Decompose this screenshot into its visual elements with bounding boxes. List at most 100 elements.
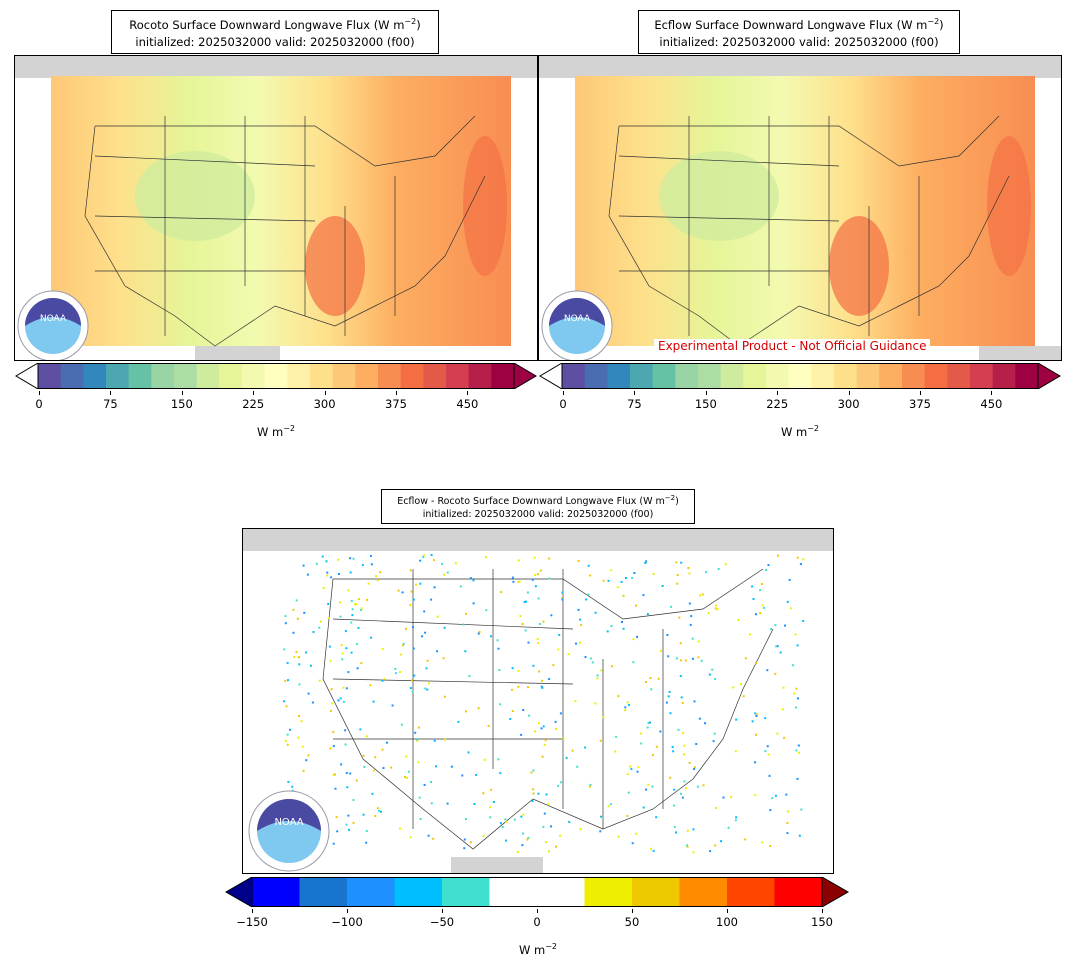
panel3-title-sup: −2: [664, 494, 676, 502]
diff-speckle: [542, 725, 545, 728]
colorbar-segment: [584, 877, 633, 907]
diff-speckle: [411, 679, 413, 682]
colorbar-tick-label: 225: [242, 397, 265, 411]
diff-speckle: [722, 796, 725, 799]
diff-speckle: [629, 765, 632, 768]
diff-speckle: [432, 837, 435, 840]
diff-speckle: [547, 850, 550, 853]
colorbar-segment: [442, 877, 490, 907]
diff-speckle: [375, 575, 377, 578]
diff-speckle: [469, 841, 472, 844]
diff-speckle: [530, 771, 533, 774]
diff-speckle: [693, 766, 696, 769]
diff-speckle: [511, 576, 514, 579]
diff-speckle: [296, 617, 299, 620]
diff-speckle: [764, 750, 767, 753]
diff-speckle: [683, 780, 686, 783]
diff-speckle: [542, 825, 545, 828]
panel3-borders: [322, 568, 774, 850]
diff-speckle: [305, 651, 308, 654]
diff-speckle: [485, 609, 488, 612]
diff-speckle: [291, 785, 294, 788]
diff-speckle: [749, 633, 752, 636]
panel1-noaa-logo: NOAA: [17, 290, 89, 360]
diff-speckle: [681, 701, 684, 704]
diff-speckle: [347, 589, 350, 592]
colorbar-segment: [423, 363, 447, 389]
diff-speckle: [379, 571, 382, 574]
diff-speckle: [659, 730, 662, 733]
panel3-diff-speckles: [283, 554, 805, 854]
diff-speckle: [550, 825, 552, 828]
diff-speckle: [761, 604, 764, 607]
diff-speckle: [536, 637, 539, 640]
diff-speckle: [547, 803, 550, 806]
diff-speckle: [412, 598, 415, 601]
diff-speckle: [446, 802, 449, 805]
diff-speckle: [672, 750, 675, 753]
diff-speckle: [286, 661, 289, 664]
diff-speckle: [766, 745, 769, 748]
colorbar-segment: [151, 363, 175, 389]
colorbar-tick-mark: [705, 391, 707, 395]
colorbar-tick-label: 50: [624, 915, 640, 929]
diff-speckle: [412, 626, 414, 629]
diff-speckle: [465, 612, 468, 615]
diff-speckle: [292, 608, 295, 611]
diff-speckle: [802, 558, 805, 561]
colorbar-segment: [992, 363, 1016, 389]
colorbar-tick-label: −150: [236, 915, 268, 929]
diff-speckle: [423, 554, 425, 557]
diff-speckle: [602, 716, 605, 719]
diff-speckle: [320, 620, 322, 623]
diff-speckle: [567, 653, 570, 656]
diff-speckle: [318, 626, 321, 629]
diff-speckle: [520, 733, 523, 736]
colorbar-segment: [355, 363, 379, 389]
diff-speckle: [378, 809, 380, 812]
diff-speckle: [621, 621, 623, 623]
diff-speckle: [777, 554, 779, 557]
diff-speckle: [539, 569, 542, 572]
diff-speckle: [365, 735, 368, 738]
diff-speckle: [351, 608, 354, 611]
diff-speckle: [443, 573, 446, 576]
diff-speckle: [624, 577, 627, 579]
diff-speckle: [372, 769, 375, 772]
diff-speckle: [696, 785, 699, 788]
panel1-map-svg: NOAA: [15, 56, 537, 360]
diff-speckle: [652, 572, 655, 575]
diff-speckle: [284, 622, 287, 625]
colorbar-tick-mark: [347, 909, 348, 913]
diff-speckle: [732, 686, 735, 689]
diff-speckle: [303, 611, 306, 614]
diff-speckle: [430, 802, 433, 805]
diff-speckle: [599, 739, 602, 742]
diff-speckle: [459, 585, 462, 588]
diff-speckle: [442, 657, 445, 660]
diff-speckle: [516, 851, 519, 853]
diff-speckle: [342, 686, 345, 689]
diff-speckle: [305, 759, 308, 762]
diff-speckle: [646, 613, 649, 616]
diff-speckle: [561, 591, 564, 594]
diff-speckle: [425, 667, 428, 670]
diff-speckle: [755, 715, 758, 717]
colorbar-tick-label: 75: [103, 397, 118, 411]
panel2-title-line1: Ecflow Surface Downward Longwave Flux (W…: [654, 17, 928, 32]
diff-speckle: [443, 695, 446, 698]
diff-speckle: [715, 807, 717, 809]
colorbar-tick-label: 300: [313, 397, 336, 411]
diff-speckle: [325, 560, 328, 563]
diff-speckle: [347, 671, 350, 674]
diff-speckle: [524, 629, 527, 632]
diff-speckle: [302, 769, 305, 772]
diff-speckle: [337, 558, 340, 561]
diff-speckle: [650, 847, 652, 850]
colorbar-tick-label: 375: [385, 397, 407, 411]
diff-speckle: [615, 735, 618, 738]
diff-speckle: [766, 669, 769, 672]
diff-speckle: [538, 722, 540, 725]
panel1-land-top: [15, 56, 537, 78]
diff-speckle: [286, 733, 289, 736]
